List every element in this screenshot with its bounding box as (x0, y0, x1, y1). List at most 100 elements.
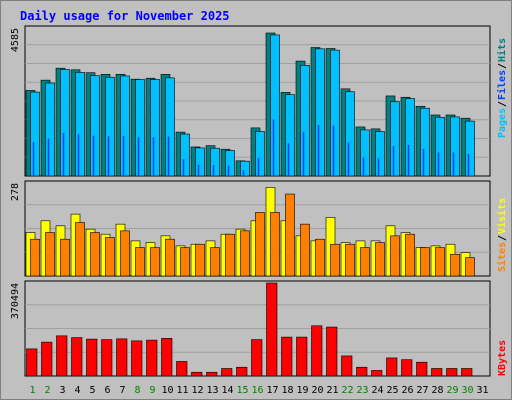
bar-sites-day-12 (195, 243, 205, 277)
side-legend: Sites/Visits (496, 198, 508, 272)
bar-kbytes-day-11 (176, 361, 188, 377)
bar-files-day-4 (77, 134, 80, 176)
bar-sites-day-9 (150, 247, 160, 277)
bar-files-day-29 (452, 152, 455, 176)
x-tick-label-day-4: 4 (74, 385, 80, 396)
bar-pages-day-5 (90, 75, 100, 177)
bar-kbytes-day-17 (266, 282, 278, 377)
bar-kbytes-day-25 (386, 357, 398, 377)
bar-files-day-12 (197, 164, 200, 176)
bar-kbytes-day-16 (251, 339, 263, 377)
bar-kbytes-day-5 (86, 338, 98, 377)
bar-kbytes-day-24 (371, 370, 383, 377)
bar-pages-day-3 (60, 69, 70, 177)
bar-kbytes-day-22 (341, 355, 353, 377)
bar-pages-day-9 (150, 79, 160, 177)
x-tick-label-day-2: 2 (44, 385, 50, 396)
bar-files-day-14 (227, 165, 230, 176)
bar-files-day-22 (347, 142, 350, 176)
bar-kbytes-day-18 (281, 336, 293, 377)
side-legend-sites: Sites (496, 242, 508, 272)
bar-pages-day-10 (165, 77, 175, 177)
bar-files-day-3 (62, 133, 65, 176)
x-tick-label-day-27: 27 (416, 385, 428, 396)
bar-pages-day-4 (75, 72, 85, 177)
bar-files-day-17 (272, 119, 275, 176)
bar-pages-day-18 (285, 94, 295, 177)
x-tick-label-day-7: 7 (119, 385, 125, 396)
bar-sites-day-27 (420, 247, 430, 277)
x-tick-label-day-23: 23 (356, 385, 368, 396)
bar-pages-day-25 (390, 101, 400, 177)
x-tick-label-day-6: 6 (104, 385, 110, 396)
bar-sites-day-1 (30, 238, 40, 277)
bar-pages-day-21 (330, 49, 340, 177)
bar-kbytes-day-10 (161, 338, 173, 377)
bar-kbytes-day-28 (431, 368, 443, 377)
bar-sites-day-15 (240, 230, 250, 277)
bar-pages-day-28 (435, 116, 445, 177)
x-tick-label-day-24: 24 (371, 385, 383, 396)
bar-sites-day-22 (345, 243, 355, 277)
x-tick-label-day-29: 29 (446, 385, 458, 396)
bar-kbytes-day-14 (221, 368, 233, 377)
bar-sites-day-24 (375, 242, 385, 277)
bar-kbytes-day-20 (311, 325, 323, 377)
chart-panels: 4585Pages/Files/Hits278Sites/Visits37049… (10, 25, 508, 377)
side-legend: Pages/Files/Hits (496, 38, 508, 138)
bar-files-day-8 (137, 137, 140, 176)
y-max-label: 278 (10, 183, 21, 201)
bar-files-day-9 (152, 137, 155, 176)
bar-files-day-27 (422, 148, 425, 176)
bar-sites-day-21 (330, 243, 340, 277)
bar-pages-day-22 (345, 91, 355, 177)
bar-pages-day-24 (375, 131, 385, 177)
side-legend-separator: / (497, 101, 508, 107)
panel-visits_sites: 278 Sites/Visits (10, 180, 508, 277)
bar-pages-day-12 (195, 147, 205, 177)
bar-sites-day-28 (435, 247, 445, 277)
bar-sites-day-29 (450, 253, 460, 277)
bar-files-day-19 (302, 131, 305, 176)
bar-kbytes-day-2 (41, 341, 53, 377)
bar-kbytes-day-29 (446, 368, 458, 377)
bar-kbytes-day-27 (416, 361, 428, 377)
bar-kbytes-day-8 (131, 340, 143, 377)
x-tick-label-day-18: 18 (281, 385, 293, 396)
x-tick-label-day-15: 15 (236, 385, 248, 396)
bar-files-day-18 (287, 143, 290, 176)
bar-pages-day-16 (255, 131, 265, 177)
bar-sites-day-8 (135, 247, 145, 277)
side-legend: KBytes (497, 340, 508, 376)
x-tick-label-day-10: 10 (161, 385, 173, 396)
bar-files-day-7 (122, 135, 125, 176)
bar-pages-day-8 (135, 79, 145, 177)
bar-sites-day-10 (165, 238, 175, 277)
bar-sites-day-20 (315, 238, 325, 277)
x-tick-label-day-14: 14 (221, 385, 233, 396)
bar-kbytes-day-21 (326, 326, 338, 377)
x-tick-label-day-30: 30 (461, 385, 473, 396)
bar-sites-day-16 (255, 212, 265, 277)
bar-kbytes-day-9 (146, 339, 158, 377)
x-axis-labels: 1 2 3 4 5 6 7 8 9 10 11 12 13 14 15 16 17 18 19 20 21 22 23 24 2… (29, 385, 488, 396)
bar-kbytes-day-26 (401, 359, 413, 377)
bar-sites-day-30 (465, 257, 475, 277)
bar-pages-day-27 (420, 107, 430, 177)
bar-files-day-2 (47, 138, 50, 176)
bar-files-day-24 (377, 158, 380, 176)
side-legend-hits: Hits (496, 38, 508, 62)
x-tick-label-day-3: 3 (59, 385, 65, 396)
bar-kbytes-day-6 (101, 339, 113, 377)
bar-kbytes-day-4 (71, 337, 83, 377)
bar-files-day-30 (467, 154, 470, 176)
bar-kbytes-day-12 (191, 371, 203, 377)
bar-sites-day-19 (300, 223, 310, 277)
bar-kbytes-day-3 (56, 335, 68, 377)
bar-files-day-5 (92, 135, 95, 176)
chart-title: Daily usage for November 2025 (20, 9, 230, 23)
bar-pages-day-14 (225, 150, 235, 177)
bar-sites-day-18 (285, 193, 295, 277)
bar-kbytes-day-23 (356, 366, 368, 377)
bar-sites-day-25 (390, 235, 400, 277)
